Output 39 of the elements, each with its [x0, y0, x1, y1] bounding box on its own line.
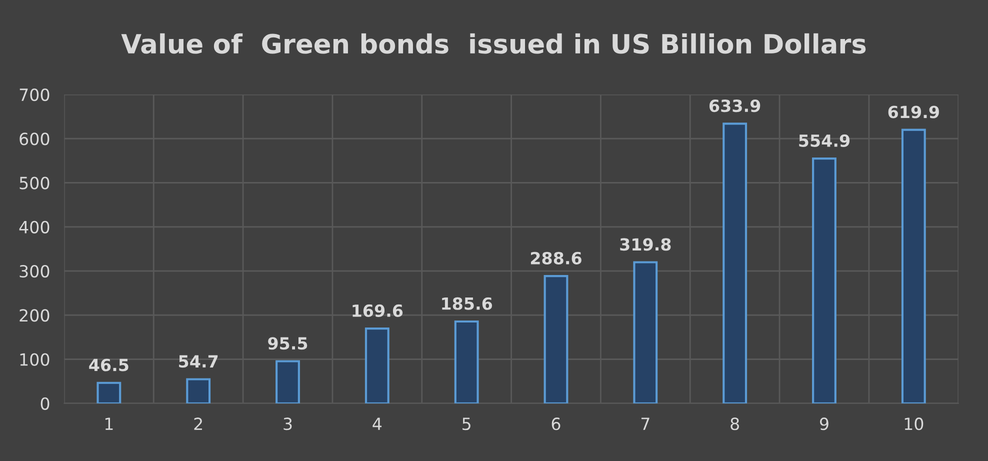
bar — [722, 122, 748, 404]
x-tick-label: 9 — [820, 418, 828, 430]
bar — [633, 261, 658, 404]
x-tick-label: 7 — [641, 418, 650, 430]
y-tick-label: 300 — [20, 264, 50, 278]
data-label: 169.6 — [352, 304, 403, 317]
y-tick-label: 0 — [40, 397, 50, 410]
chart-title: Value of Green bonds issued in US Billion Dollars — [121, 33, 866, 54]
x-tick-label: 2 — [194, 418, 202, 430]
data-label: 288.6 — [530, 252, 582, 264]
y-tick-label: 600 — [20, 132, 50, 146]
y-tick-label: 500 — [20, 176, 50, 190]
data-label: 46.5 — [89, 358, 128, 372]
y-tick-label: 200 — [20, 309, 50, 322]
bar — [812, 157, 836, 404]
x-tick-label: 6 — [552, 418, 560, 430]
data-label: 319.8 — [620, 238, 671, 251]
data-label: 633.9 — [710, 100, 760, 112]
data-label: 185.6 — [442, 297, 492, 310]
bar — [96, 382, 122, 404]
x-tick-label: 5 — [462, 418, 470, 430]
x-tick-label: 4 — [372, 418, 382, 430]
x-tick-label: 8 — [730, 418, 739, 430]
x-tick-label: 1 — [105, 418, 113, 430]
x-tick-label: 10 — [904, 418, 924, 430]
bar — [544, 274, 568, 404]
data-label: 95.5 — [268, 337, 308, 350]
data-label: 54.7 — [179, 355, 218, 368]
data-label: 619.9 — [888, 106, 939, 118]
y-tick-label: 100 — [20, 353, 50, 366]
x-tick-label: 3 — [284, 418, 292, 430]
bar — [454, 320, 479, 404]
y-tick-label: 400 — [19, 220, 50, 234]
bar — [186, 378, 211, 404]
y-tick-label: 700 — [20, 88, 50, 102]
bar — [364, 327, 390, 404]
bar — [276, 360, 300, 404]
bar — [901, 128, 926, 404]
data-label: 554.9 — [799, 134, 850, 147]
